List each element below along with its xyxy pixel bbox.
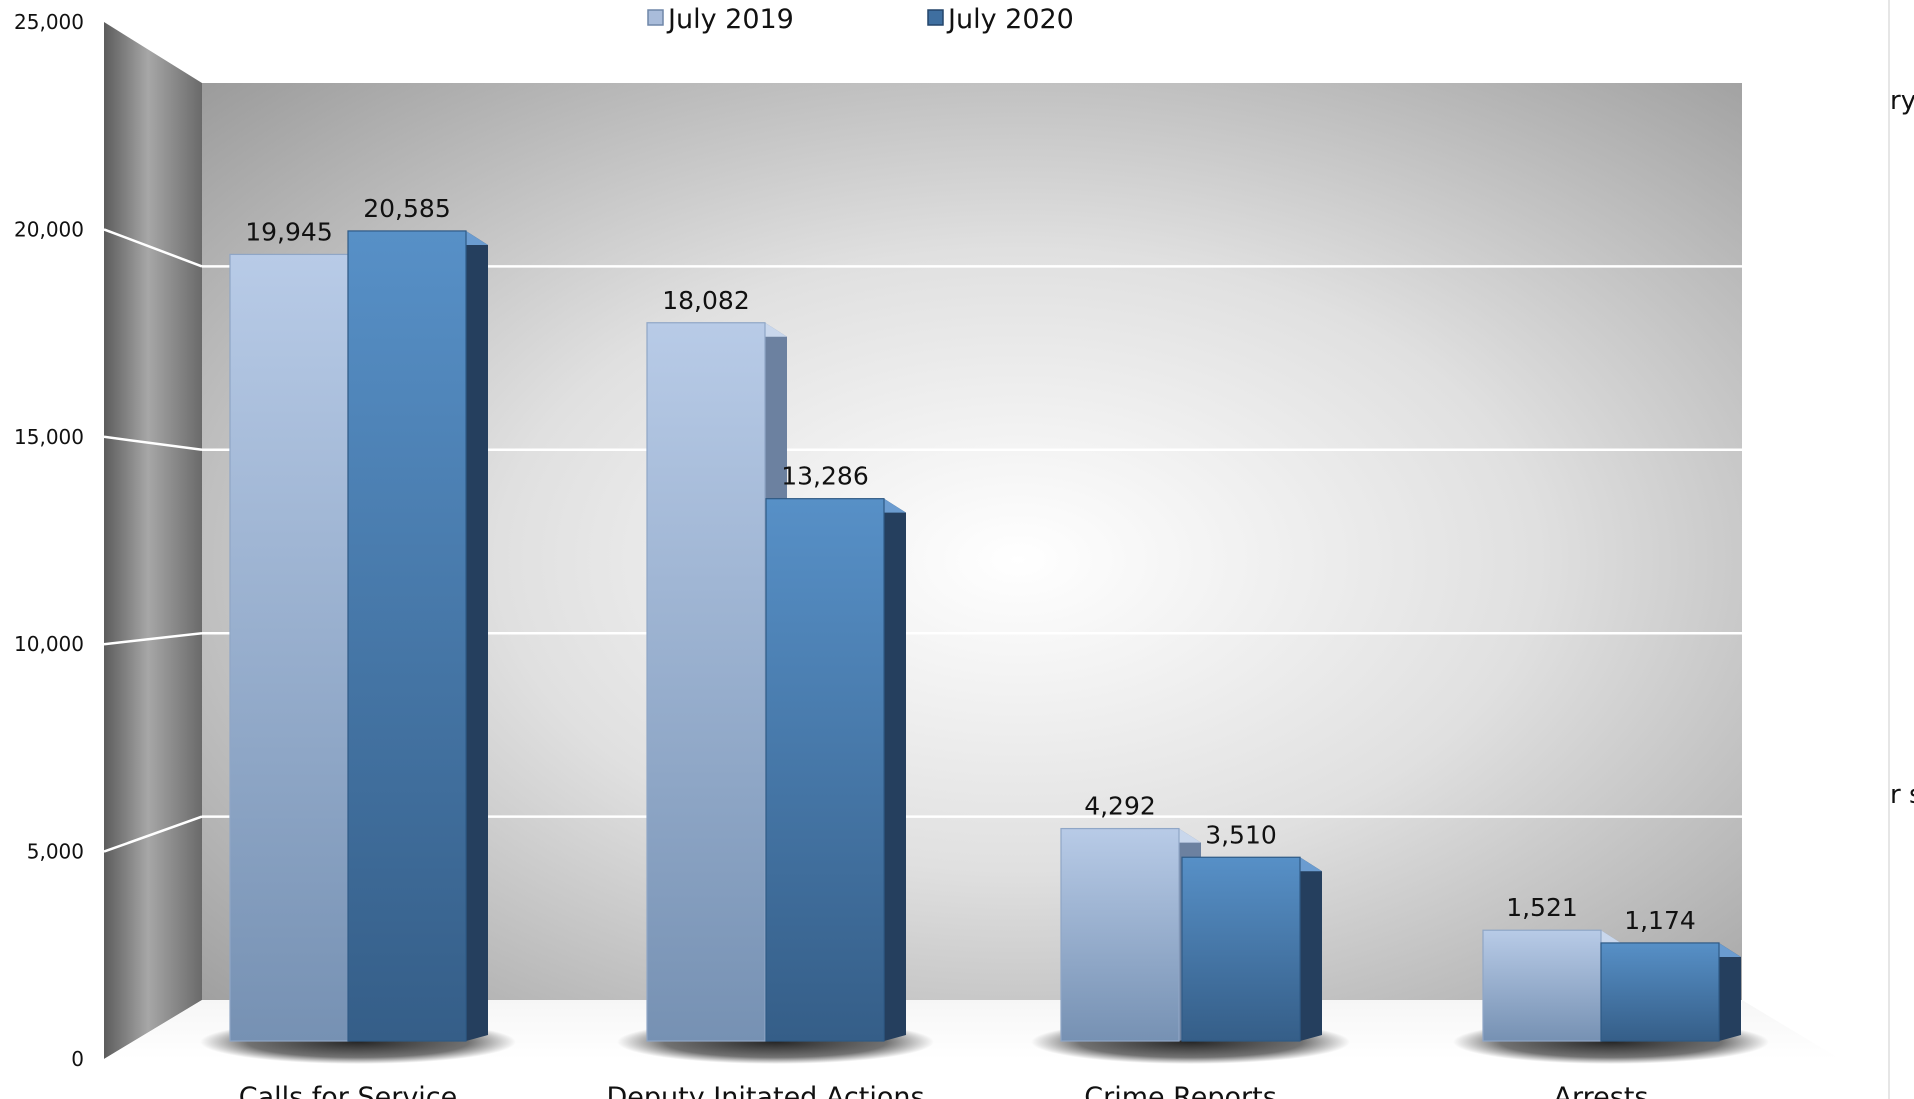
gridline bbox=[103, 815, 203, 853]
gridline bbox=[103, 435, 203, 452]
bar-side bbox=[1300, 857, 1322, 1041]
data-label: 4,292 bbox=[1084, 792, 1156, 821]
data-label: 20,585 bbox=[363, 194, 450, 223]
bar bbox=[1060, 827, 1180, 1042]
y-tick-label: 25,000 bbox=[14, 10, 84, 34]
data-label: 3,510 bbox=[1205, 820, 1277, 849]
data-label: 1,174 bbox=[1624, 906, 1696, 935]
bar bbox=[1181, 856, 1301, 1042]
data-label: 18,082 bbox=[662, 286, 749, 315]
bar bbox=[1482, 929, 1602, 1042]
gridline bbox=[103, 228, 203, 268]
gridline bbox=[103, 631, 203, 646]
y-tick-label: 20,000 bbox=[14, 217, 84, 241]
clipped-text-fragment: r s bbox=[1890, 780, 1914, 810]
legend-swatch bbox=[927, 9, 944, 26]
legend-label: July 2020 bbox=[946, 4, 1074, 35]
bar bbox=[229, 253, 349, 1042]
x-tick-label: Deputy Initated Actions bbox=[606, 1082, 924, 1099]
y-tick-label: 0 bbox=[71, 1047, 84, 1071]
side-wall bbox=[104, 22, 202, 1059]
clipped-text-fragment: ry bbox=[1890, 86, 1914, 116]
bar bbox=[646, 322, 766, 1042]
bar bbox=[347, 230, 467, 1042]
bar-side bbox=[884, 498, 906, 1041]
data-label: 13,286 bbox=[781, 462, 868, 491]
x-tick-label: Calls for Service bbox=[239, 1082, 458, 1099]
bar-side bbox=[1719, 942, 1741, 1041]
legend-swatch bbox=[647, 9, 664, 26]
bar-side bbox=[466, 230, 488, 1041]
y-tick-label: 15,000 bbox=[14, 425, 84, 449]
x-tick-label: Arrests bbox=[1554, 1082, 1649, 1099]
x-tick-label: Crime Reports bbox=[1084, 1082, 1277, 1099]
y-tick-label: 5,000 bbox=[27, 840, 84, 864]
floor bbox=[104, 1000, 1840, 1059]
bar bbox=[1600, 942, 1720, 1042]
data-label: 19,945 bbox=[245, 217, 332, 246]
data-label: 1,521 bbox=[1506, 893, 1578, 922]
page-edge-divider bbox=[1888, 0, 1890, 1099]
legend-label: July 2019 bbox=[666, 4, 794, 35]
bar bbox=[765, 498, 885, 1042]
y-tick-label: 10,000 bbox=[14, 632, 84, 656]
